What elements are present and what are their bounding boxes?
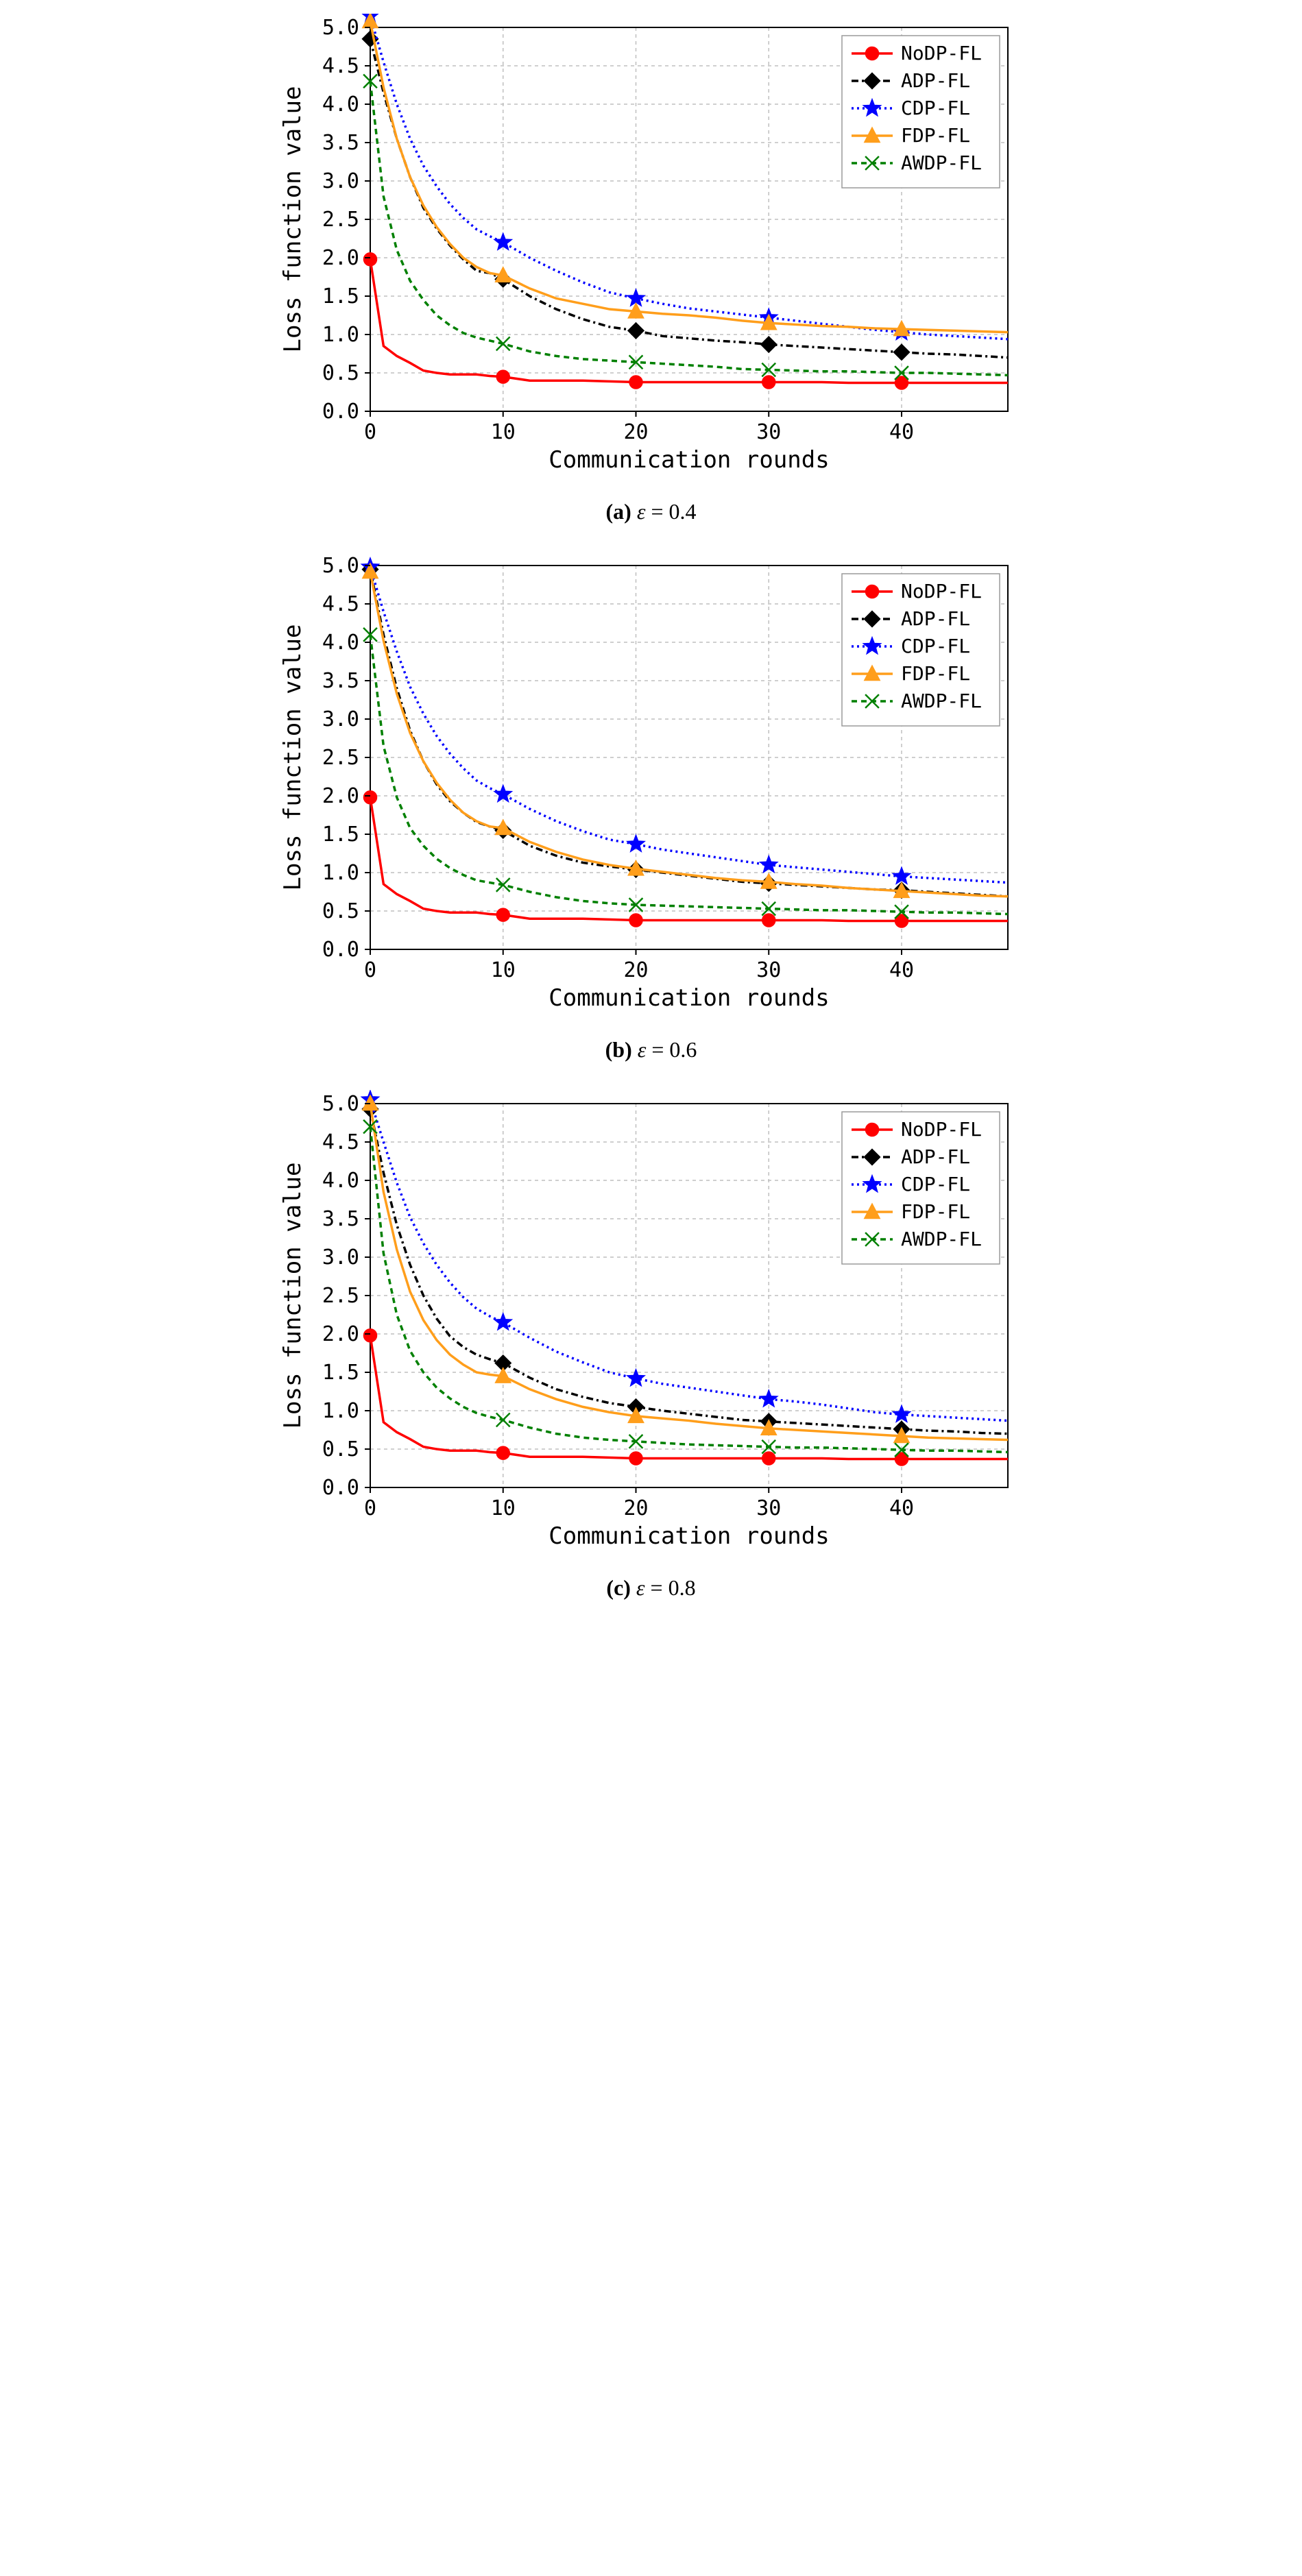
legend-label: AWDP-FL xyxy=(901,1228,982,1250)
ytick-label: 0.0 xyxy=(322,400,359,424)
ytick-label: 0.5 xyxy=(322,1437,359,1461)
ytick-label: 3.0 xyxy=(322,1246,359,1269)
xtick-label: 20 xyxy=(623,420,648,444)
marker-NoDP-FL xyxy=(496,371,509,383)
marker-NoDP-FL xyxy=(496,1447,509,1459)
xtick-label: 30 xyxy=(756,958,781,982)
marker-NoDP-FL xyxy=(364,791,376,803)
xlabel: Communication rounds xyxy=(548,446,829,474)
ytick-label: 4.5 xyxy=(322,54,359,78)
legend-label: CDP-FL xyxy=(901,97,970,119)
caption-b: (b) ε = 0.6 xyxy=(274,1037,1028,1062)
legend-label: CDP-FL xyxy=(901,1173,970,1195)
xtick-label: 0 xyxy=(363,958,376,982)
legend-label: AWDP-FL xyxy=(901,151,982,174)
ytick-label: 4.0 xyxy=(322,1169,359,1193)
ytick-label: 0.5 xyxy=(322,361,359,385)
ytick-label: 2.0 xyxy=(322,246,359,270)
ytick-label: 3.0 xyxy=(322,707,359,731)
ytick-label: 0.0 xyxy=(322,1476,359,1500)
ytick-label: 3.0 xyxy=(322,169,359,193)
chart-b: 0 10 20 30 40 0.0 0.5 1.0 1.5 2.0 2.5 3.0 3.5 4.0 4.5 5… xyxy=(274,552,1028,1032)
ytick-label: 1.5 xyxy=(322,284,359,308)
ytick-label: 5.0 xyxy=(322,16,359,40)
ytick-label: 5.0 xyxy=(322,1092,359,1116)
ytick-label: 2.5 xyxy=(322,746,359,770)
legend-label: NoDP-FL xyxy=(901,1118,982,1141)
marker-NoDP-FL xyxy=(629,376,642,388)
ytick-label: 1.5 xyxy=(322,1361,359,1385)
legend-label: CDP-FL xyxy=(901,635,970,657)
ytick-label: 1.0 xyxy=(322,323,359,347)
ytick-label: 4.5 xyxy=(322,1130,359,1154)
marker-NoDP-FL xyxy=(762,1452,775,1464)
figure-container: 0 10 20 30 40 0.0 0.5 1.0 1.5 2.0 2.5 3.0 3.5 4.0 4.5 5… xyxy=(274,14,1028,1601)
xtick-label: 0 xyxy=(363,1496,376,1520)
xtick-label: 10 xyxy=(490,420,515,444)
ytick-label: 5.0 xyxy=(322,554,359,578)
ytick-label: 2.0 xyxy=(322,1322,359,1346)
subplot-a: 0 10 20 30 40 0.0 0.5 1.0 1.5 2.0 2.5 3.0 3.5 4.0 4.5 5… xyxy=(274,14,1028,524)
ytick-label: 2.5 xyxy=(322,1284,359,1308)
ytick-label: 1.0 xyxy=(322,861,359,885)
marker-NoDP-FL xyxy=(762,376,775,388)
ylabel: Loss function value xyxy=(279,1163,306,1429)
ytick-label: 4.0 xyxy=(322,93,359,117)
ytick-label: 0.0 xyxy=(322,938,359,962)
xtick-label: 10 xyxy=(490,1496,515,1520)
marker-NoDP-FL xyxy=(762,914,775,926)
xtick-label: 20 xyxy=(623,1496,648,1520)
xtick-label: 10 xyxy=(490,958,515,982)
ytick-label: 3.5 xyxy=(322,131,359,155)
xtick-label: 30 xyxy=(756,420,781,444)
marker-NoDP-FL xyxy=(629,914,642,926)
legend-label: NoDP-FL xyxy=(901,42,982,64)
legend: NoDP-FL ADP-FL CDP-FL FDP-FL AWDP-FL xyxy=(842,574,1000,726)
ytick-label: 4.0 xyxy=(322,631,359,655)
xtick-label: 30 xyxy=(756,1496,781,1520)
subplot-c: 0 10 20 30 40 0.0 0.5 1.0 1.5 2.0 2.5 3.0 3.5 4.0 4.5 5… xyxy=(274,1090,1028,1601)
chart-c: 0 10 20 30 40 0.0 0.5 1.0 1.5 2.0 2.5 3.0 3.5 4.0 4.5 5… xyxy=(274,1090,1028,1570)
xtick-label: 0 xyxy=(363,420,376,444)
marker-NoDP-FL xyxy=(895,377,908,389)
marker-NoDP-FL xyxy=(364,253,376,265)
ytick-label: 4.5 xyxy=(322,592,359,616)
legend-label: ADP-FL xyxy=(901,607,970,630)
marker-NoDP-FL xyxy=(496,909,509,921)
legend-label: ADP-FL xyxy=(901,69,970,92)
caption-c: (c) ε = 0.8 xyxy=(274,1575,1028,1601)
ytick-label: 3.5 xyxy=(322,1207,359,1231)
xlabel: Communication rounds xyxy=(548,984,829,1012)
xtick-label: 20 xyxy=(623,958,648,982)
legend-label: FDP-FL xyxy=(901,662,970,685)
legend-label: ADP-FL xyxy=(901,1145,970,1168)
xtick-label: 40 xyxy=(889,1496,913,1520)
ytick-label: 3.5 xyxy=(322,669,359,693)
chart-a: 0 10 20 30 40 0.0 0.5 1.0 1.5 2.0 2.5 3.0 3.5 4.0 4.5 5… xyxy=(274,14,1028,494)
xtick-label: 40 xyxy=(889,958,913,982)
legend: NoDP-FL ADP-FL CDP-FL FDP-FL AWDP-FL xyxy=(842,1112,1000,1264)
ytick-label: 1.5 xyxy=(322,823,359,847)
ylabel: Loss function value xyxy=(279,624,306,891)
xtick-label: 40 xyxy=(889,420,913,444)
marker-NoDP-FL xyxy=(629,1452,642,1464)
caption-a: (a) ε = 0.4 xyxy=(274,499,1028,524)
subplot-b: 0 10 20 30 40 0.0 0.5 1.0 1.5 2.0 2.5 3.0 3.5 4.0 4.5 5… xyxy=(274,552,1028,1062)
legend: NoDP-FL ADP-FL CDP-FL FDP-FL AWDP-FL xyxy=(842,36,1000,188)
ytick-label: 2.5 xyxy=(322,208,359,232)
legend-label: NoDP-FL xyxy=(901,580,982,603)
xlabel: Communication rounds xyxy=(548,1522,829,1550)
ytick-label: 1.0 xyxy=(322,1399,359,1423)
ytick-label: 2.0 xyxy=(322,784,359,808)
marker-NoDP-FL xyxy=(364,1329,376,1341)
legend-label: AWDP-FL xyxy=(901,690,982,712)
ylabel: Loss function value xyxy=(279,86,306,353)
legend-label: FDP-FL xyxy=(901,124,970,147)
legend-label: FDP-FL xyxy=(901,1200,970,1223)
ytick-label: 0.5 xyxy=(322,899,359,923)
